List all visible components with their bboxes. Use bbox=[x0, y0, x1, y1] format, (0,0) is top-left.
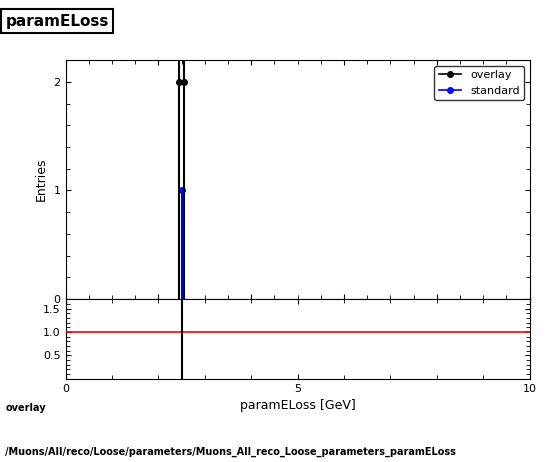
Text: /Muons/All/reco/Loose/parameters/Muons_All_reco_Loose_parameters_paramELoss: /Muons/All/reco/Loose/parameters/Muons_A… bbox=[5, 447, 456, 457]
X-axis label: paramELoss [GeV]: paramELoss [GeV] bbox=[240, 399, 355, 412]
Y-axis label: Entries: Entries bbox=[35, 158, 48, 201]
Legend: overlay, standard: overlay, standard bbox=[435, 66, 524, 100]
Text: overlay: overlay bbox=[5, 403, 46, 413]
Text: paramELoss: paramELoss bbox=[5, 14, 109, 29]
